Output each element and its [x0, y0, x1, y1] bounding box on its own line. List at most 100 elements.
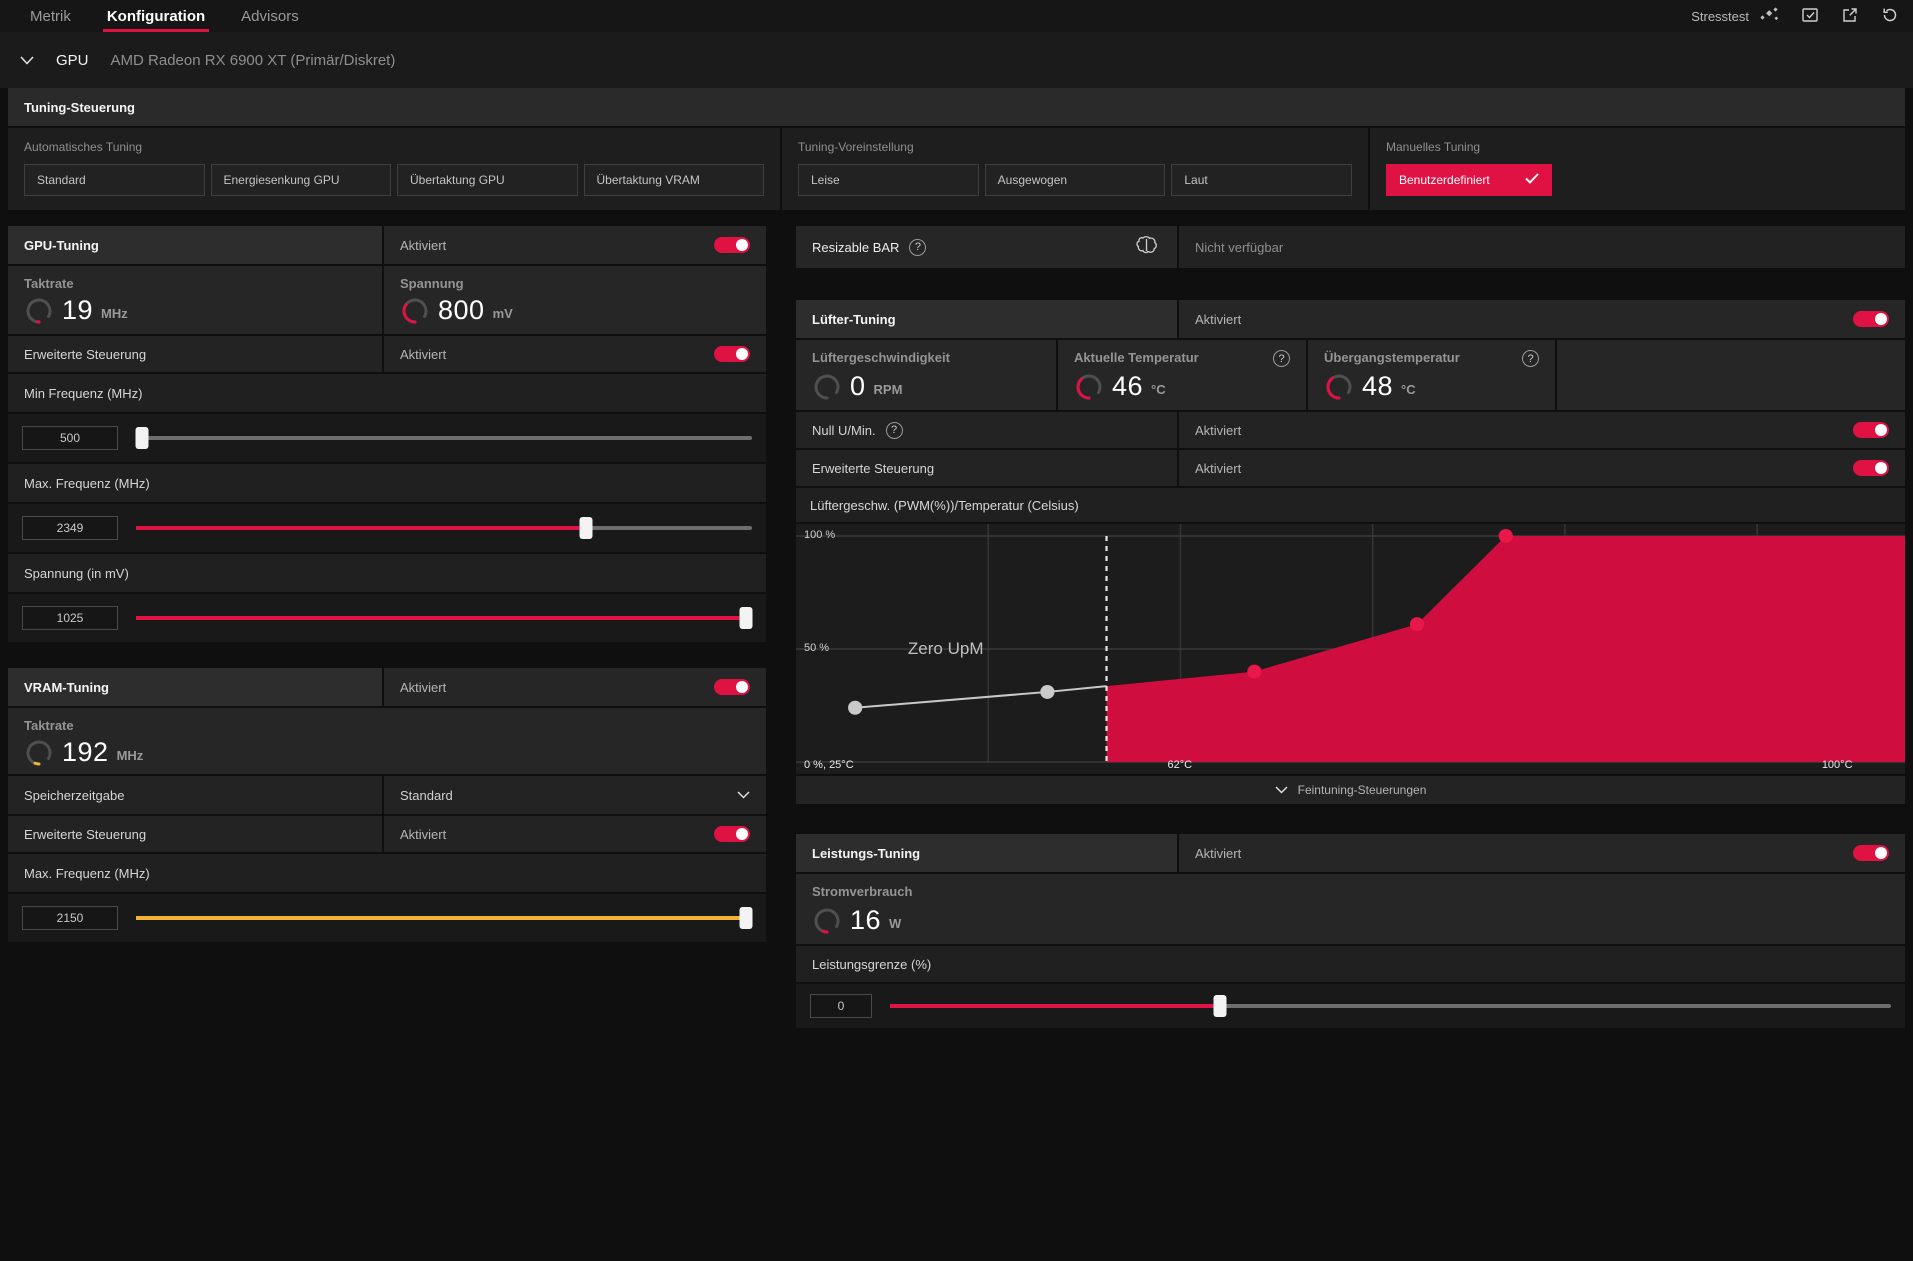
gpu-advanced-toggle[interactable] — [714, 346, 750, 362]
gpu-min-freq-track[interactable] — [135, 427, 752, 449]
manual-tuning-section: Manuelles Tuning Benutzerdefiniert — [1370, 128, 1905, 210]
fan-advanced-toggle[interactable] — [1853, 460, 1889, 476]
gpu-max-freq-input[interactable] — [22, 516, 118, 540]
collapse-chevron-icon[interactable] — [20, 55, 34, 65]
auto-tuning-oc-vram-button[interactable]: Übertaktung VRAM — [583, 164, 764, 196]
gpu-max-freq-handle[interactable] — [579, 517, 593, 539]
gpu-voltage-handle[interactable] — [739, 607, 753, 629]
vram-tuning-toggle[interactable] — [714, 679, 750, 695]
fine-tuning-label: Feintuning-Steuerungen — [1297, 783, 1427, 797]
preset-loud-button[interactable]: Laut — [1171, 164, 1353, 196]
vram-timing-value: Standard — [400, 787, 453, 803]
gpu-voltage-track[interactable] — [136, 607, 753, 629]
vram-tuning-status-cell: Aktiviert — [384, 668, 766, 706]
share-button[interactable] — [1839, 4, 1861, 29]
fan-curve-svg[interactable] — [796, 524, 1905, 774]
auto-tuning-oc-gpu-button[interactable]: Übertaktung GPU — [397, 164, 578, 196]
gpu-voltage-gauge-icon — [402, 298, 428, 323]
fan-curve-point[interactable] — [1040, 684, 1055, 699]
junction-temp-stat: Übergangstemperatur ? 48 °C — [1308, 340, 1555, 410]
reset-button[interactable] — [1879, 4, 1901, 29]
gpu-min-freq-input[interactable] — [22, 426, 118, 450]
fan-tuning-toggle[interactable] — [1853, 311, 1889, 327]
current-temp-help-icon[interactable]: ? — [1273, 350, 1290, 367]
resizable-bar-help-icon[interactable]: ? — [909, 238, 927, 256]
gpu-voltage-input[interactable] — [22, 606, 118, 630]
fan-curve-point[interactable] — [1498, 529, 1513, 543]
power-tuning-panel: Leistungs-Tuning Aktiviert Stromverbrauc… — [796, 834, 1905, 1028]
check-icon — [1525, 173, 1539, 187]
vram-advanced-toggle[interactable] — [714, 826, 750, 842]
vram-max-freq-slider — [8, 894, 766, 942]
fan-advanced-label: Erweiterte Steuerung — [796, 450, 1177, 486]
vram-max-freq-label: Max. Frequenz (MHz) — [8, 854, 766, 892]
fan-tuning-status-cell: Aktiviert — [1179, 300, 1905, 338]
vram-clock-stat: Taktrate 192 MHz — [8, 708, 766, 774]
tuning-control-title: Tuning-Steuerung — [8, 88, 1905, 126]
tab-konfiguration[interactable]: Konfiguration — [89, 0, 223, 32]
top-navigation-bar: Metrik Konfiguration Advisors Stresstest — [0, 0, 1913, 32]
auto-tuning-standard-button[interactable]: Standard — [24, 164, 205, 196]
zero-rpm-status-cell: Aktiviert — [1179, 412, 1905, 448]
vram-advanced-label: Erweiterte Steuerung — [8, 816, 382, 852]
auto-tuning-section: Automatisches Tuning Standard Energiesen… — [8, 128, 780, 210]
power-tuning-toggle[interactable] — [1853, 845, 1889, 861]
tab-advisors[interactable]: Advisors — [241, 7, 299, 25]
power-limit-slider — [796, 984, 1905, 1028]
power-tuning-status-cell: Aktiviert — [1179, 834, 1905, 872]
junction-temp-help-icon[interactable]: ? — [1522, 350, 1539, 367]
device-category: GPU — [56, 51, 89, 69]
power-limit-handle[interactable] — [1213, 995, 1227, 1017]
fan-curve-point[interactable] — [848, 700, 863, 715]
stresstest-button[interactable]: Stresstest — [1691, 6, 1781, 27]
fan-curve-point[interactable] — [1247, 664, 1262, 679]
auto-tuning-undervolt-button[interactable]: Energiesenkung GPU — [210, 164, 391, 196]
vram-timing-label: Speicherzeitgabe — [8, 776, 382, 814]
gpu-max-freq-slider — [8, 504, 766, 552]
gpu-tuning-panel: GPU-Tuning Aktiviert Taktrate 19 MHz — [8, 226, 766, 642]
preset-balanced-button[interactable]: Ausgewogen — [984, 164, 1166, 196]
resizable-bar-label: Resizable BAR — [812, 239, 900, 255]
resizable-bar-status: Nicht verfügbar — [1179, 226, 1905, 268]
stresstest-icon — [1759, 6, 1781, 27]
manual-custom-button[interactable]: Benutzerdefiniert — [1386, 164, 1552, 196]
tab-metrik[interactable]: Metrik — [30, 7, 71, 25]
gpu-advanced-label: Erweiterte Steuerung — [8, 336, 382, 372]
gpu-clock-stat: Taktrate 19 MHz — [8, 266, 382, 334]
gpu-tuning-header: GPU-Tuning — [8, 226, 382, 264]
gpu-tuning-status: Aktiviert — [400, 237, 447, 253]
gpu-min-freq-slider — [8, 414, 766, 462]
power-draw-gauge-icon — [814, 908, 840, 933]
gpu-tuning-status-cell: Aktiviert — [384, 226, 766, 264]
fan-advanced-status-cell: Aktiviert — [1179, 450, 1905, 486]
fan-curve-point[interactable] — [1409, 617, 1425, 632]
gpu-tuning-toggle[interactable] — [714, 237, 750, 253]
device-bar: GPU AMD Radeon RX 6900 XT (Primär/Diskre… — [0, 32, 1913, 88]
vram-clock-gauge-icon — [26, 740, 52, 765]
preset-quiet-button[interactable]: Leise — [798, 164, 979, 196]
vram-max-freq-input[interactable] — [22, 906, 118, 930]
stresstest-label: Stresstest — [1691, 8, 1749, 24]
zero-rpm-help-icon[interactable]: ? — [885, 421, 903, 439]
tuning-control-panel: Tuning-Steuerung Automatisches Tuning St… — [8, 88, 1905, 210]
report-button[interactable] — [1799, 4, 1821, 29]
vram-timing-dropdown[interactable]: Standard — [384, 776, 766, 814]
device-name: AMD Radeon RX 6900 XT (Primär/Diskret) — [110, 51, 396, 69]
vram-max-freq-handle[interactable] — [739, 907, 753, 929]
power-limit-track[interactable] — [890, 995, 1891, 1017]
resizable-bar-panel: Resizable BAR ? Nicht verfügbar — [796, 226, 1905, 268]
vram-tuning-header: VRAM-Tuning — [8, 668, 382, 706]
vram-max-freq-track[interactable] — [136, 907, 753, 929]
fan-curve-chart[interactable]: 100 % 50 % 0 %, 25°C 62°C 100°C Zero UpM — [796, 524, 1905, 774]
gpu-max-freq-track[interactable] — [136, 517, 752, 539]
fan-speed-stat: Lüftergeschwindigkeit 0 RPM — [796, 340, 1056, 410]
fine-tuning-expander[interactable]: Feintuning-Steuerungen — [796, 776, 1905, 804]
current-temp-gauge-icon — [1076, 374, 1102, 399]
zero-rpm-cell: Null U/Min. ? — [796, 412, 1177, 448]
vram-advanced-status-cell: Aktiviert — [384, 816, 766, 852]
gpu-min-freq-handle[interactable] — [135, 427, 149, 449]
power-limit-input[interactable] — [810, 994, 872, 1018]
report-icon — [1801, 6, 1819, 27]
resizable-bar-cell: Resizable BAR ? — [796, 226, 1177, 268]
zero-rpm-toggle[interactable] — [1853, 422, 1889, 438]
